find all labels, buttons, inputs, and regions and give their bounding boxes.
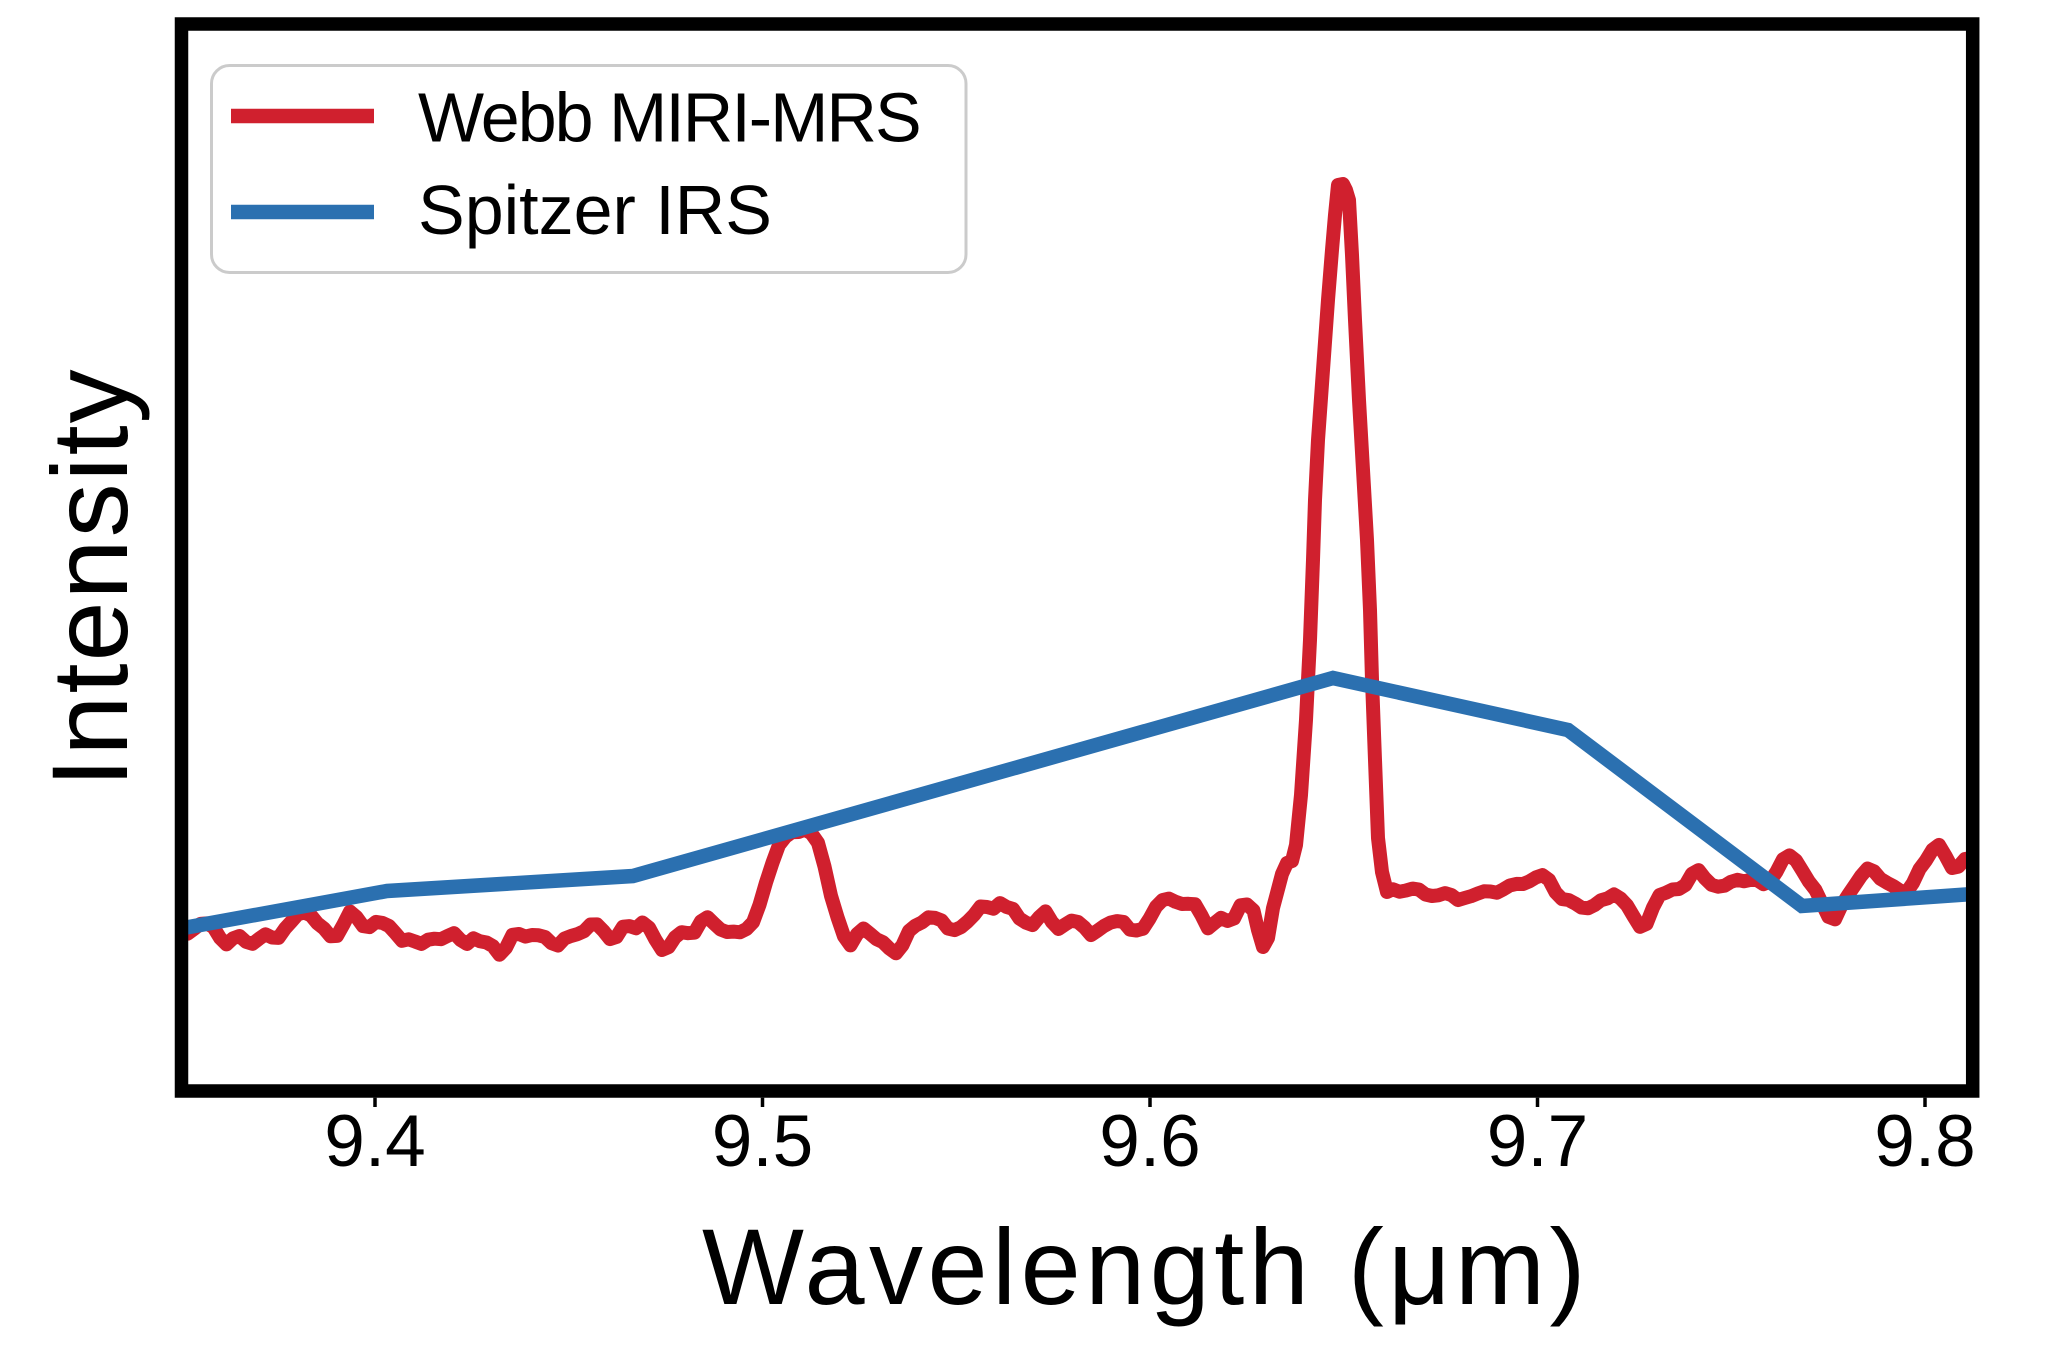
svg-text:9.4: 9.4 — [324, 1101, 425, 1182]
svg-text:9.7: 9.7 — [1487, 1101, 1588, 1182]
svg-text:9.6: 9.6 — [1099, 1101, 1200, 1182]
svg-text:Wavelength (μm): Wavelength (μm) — [702, 1206, 1590, 1327]
svg-text:Spitzer IRS: Spitzer IRS — [418, 171, 772, 249]
svg-text:Webb MIRI-MRS: Webb MIRI-MRS — [418, 79, 920, 157]
svg-text:9.8: 9.8 — [1874, 1101, 1975, 1182]
svg-text:9.5: 9.5 — [712, 1101, 813, 1182]
svg-text:Intensity: Intensity — [29, 367, 150, 787]
